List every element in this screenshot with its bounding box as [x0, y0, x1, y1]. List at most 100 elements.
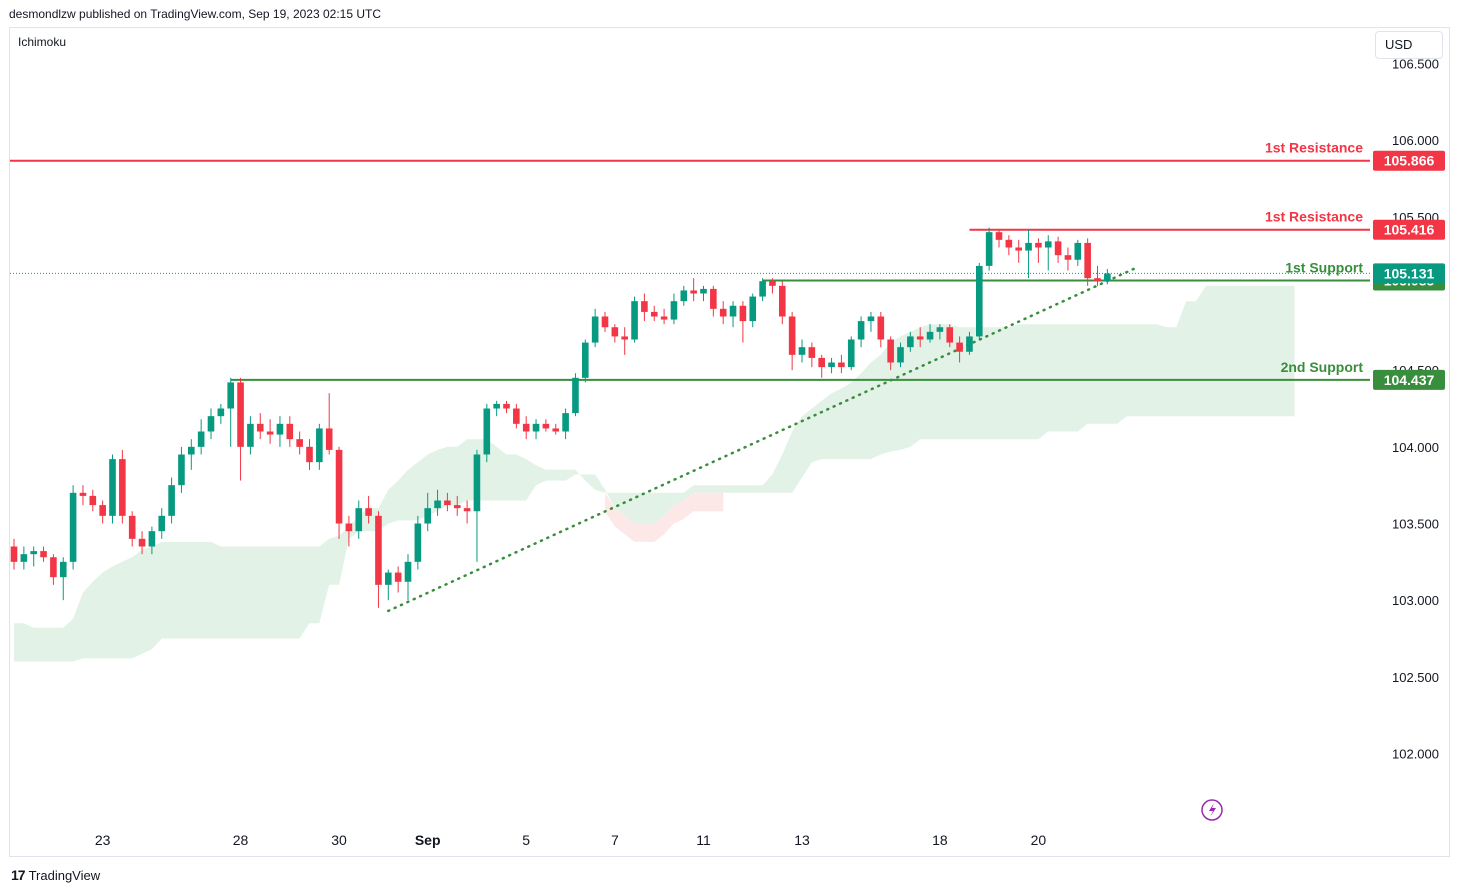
candle[interactable] — [178, 454, 185, 486]
candle[interactable] — [562, 413, 569, 432]
candle[interactable] — [306, 446, 313, 463]
candle[interactable] — [59, 561, 67, 578]
candle[interactable] — [434, 500, 441, 509]
candle[interactable] — [276, 423, 284, 435]
candle[interactable] — [148, 531, 156, 547]
candle[interactable] — [325, 428, 333, 450]
candle[interactable] — [1064, 255, 1072, 260]
candle[interactable] — [473, 454, 481, 512]
candle[interactable] — [887, 339, 894, 363]
candle[interactable] — [700, 288, 707, 294]
candle[interactable] — [316, 428, 323, 463]
candle[interactable] — [227, 382, 234, 409]
indicator-label[interactable]: Ichimoku — [18, 35, 67, 49]
candle[interactable] — [847, 339, 855, 368]
candle[interactable] — [522, 423, 530, 432]
candle[interactable] — [483, 408, 491, 455]
candle[interactable] — [995, 232, 1003, 240]
candle[interactable] — [1104, 273, 1111, 282]
candle[interactable] — [956, 342, 963, 352]
candle[interactable] — [808, 347, 816, 358]
footer-brand[interactable]: 17 TradingView — [11, 867, 100, 883]
candle[interactable] — [119, 459, 126, 516]
candle[interactable] — [897, 347, 904, 363]
candle[interactable] — [1025, 242, 1032, 251]
candle[interactable] — [69, 492, 77, 562]
candle[interactable] — [1035, 242, 1042, 248]
candle[interactable] — [1044, 241, 1052, 248]
candle[interactable] — [247, 423, 254, 447]
candle[interactable] — [641, 301, 648, 312]
candle[interactable] — [936, 327, 944, 332]
candle[interactable] — [503, 403, 510, 409]
candle[interactable] — [1074, 242, 1082, 260]
candle[interactable] — [188, 446, 195, 455]
candle[interactable] — [20, 554, 28, 562]
candle[interactable] — [591, 316, 599, 343]
candle[interactable] — [30, 551, 37, 555]
candle[interactable] — [296, 439, 303, 447]
candle[interactable] — [335, 449, 343, 524]
candle[interactable] — [138, 538, 146, 547]
candle[interactable] — [867, 316, 875, 322]
candle[interactable] — [690, 290, 697, 294]
candle[interactable] — [877, 316, 885, 340]
candle[interactable] — [710, 288, 717, 309]
candle[interactable] — [818, 357, 825, 368]
currency-selector[interactable]: USD — [1375, 31, 1443, 59]
candle[interactable] — [611, 327, 619, 337]
candle[interactable] — [513, 408, 520, 424]
candle[interactable] — [552, 428, 560, 432]
candle[interactable] — [976, 265, 983, 337]
candle[interactable] — [729, 305, 737, 317]
candle[interactable] — [926, 331, 934, 340]
candle[interactable] — [572, 377, 579, 414]
candle[interactable] — [532, 423, 540, 432]
candle[interactable] — [79, 492, 87, 496]
candle[interactable] — [158, 515, 166, 532]
candle[interactable] — [1054, 241, 1062, 256]
ascending-trendline[interactable] — [387, 266, 1139, 613]
candle[interactable] — [128, 515, 136, 539]
candle[interactable] — [838, 362, 845, 368]
candle[interactable] — [985, 232, 993, 266]
candle[interactable] — [739, 305, 747, 322]
candle[interactable] — [650, 311, 658, 317]
candle[interactable] — [355, 508, 363, 532]
candle[interactable] — [542, 423, 550, 429]
candle[interactable] — [463, 508, 471, 512]
candle[interactable] — [286, 423, 294, 440]
candle[interactable] — [99, 505, 106, 516]
candle[interactable] — [40, 551, 47, 558]
candle[interactable] — [404, 561, 412, 582]
candle[interactable] — [946, 327, 954, 343]
candle[interactable] — [1015, 247, 1022, 251]
candle[interactable] — [168, 485, 175, 516]
candle[interactable] — [1005, 239, 1013, 248]
candle[interactable] — [631, 301, 638, 340]
candle[interactable] — [385, 572, 392, 585]
candle[interactable] — [601, 316, 609, 328]
candle[interactable] — [670, 301, 678, 320]
candle[interactable] — [660, 316, 668, 320]
candle[interactable] — [769, 281, 776, 286]
candle[interactable] — [680, 290, 688, 302]
candle[interactable] — [424, 508, 431, 524]
candle[interactable] — [759, 281, 766, 297]
candle[interactable] — [256, 423, 264, 432]
candle[interactable] — [719, 308, 727, 317]
candle[interactable] — [266, 431, 274, 435]
candle[interactable] — [857, 321, 865, 340]
candle[interactable] — [788, 316, 796, 355]
candle[interactable] — [966, 336, 973, 352]
candle[interactable] — [798, 347, 806, 355]
candle[interactable] — [345, 523, 353, 532]
candle[interactable] — [1084, 242, 1091, 279]
candle[interactable] — [10, 546, 18, 562]
candle[interactable] — [621, 336, 628, 340]
candle[interactable] — [109, 459, 116, 516]
candle[interactable] — [493, 403, 500, 409]
candle[interactable] — [414, 523, 422, 562]
candle[interactable] — [444, 500, 451, 506]
